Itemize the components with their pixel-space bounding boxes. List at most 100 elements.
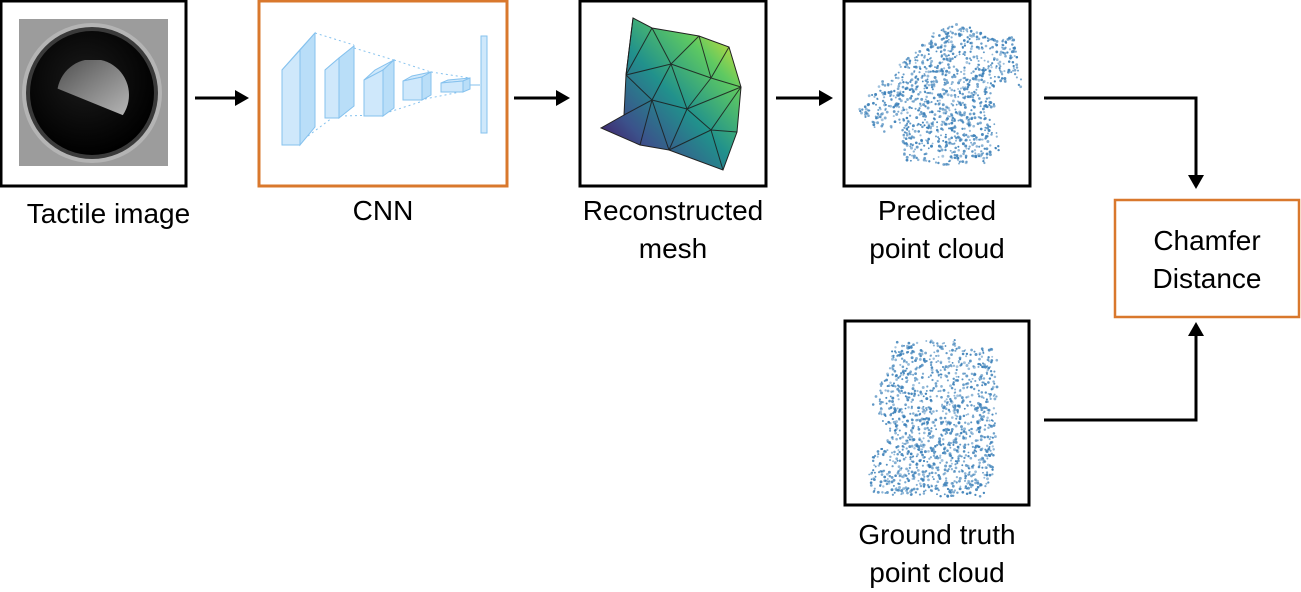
point-cloud-dot <box>929 127 932 130</box>
point-cloud-dot <box>961 350 964 353</box>
point-cloud-dot <box>894 96 897 99</box>
point-cloud-dot <box>950 468 954 471</box>
point-cloud-dot <box>994 66 998 69</box>
point-cloud-dot <box>937 390 940 393</box>
point-cloud-dot <box>948 454 952 457</box>
point-cloud-dot <box>901 420 904 423</box>
point-cloud-dot <box>936 455 939 458</box>
point-cloud-dot <box>988 100 992 104</box>
point-cloud-dot <box>1004 46 1007 49</box>
point-cloud-dot <box>898 97 901 101</box>
point-cloud-dot <box>895 73 898 76</box>
point-cloud-dot <box>990 131 993 134</box>
point-cloud-dot <box>915 145 919 149</box>
point-cloud-dot <box>938 110 941 113</box>
point-cloud-dot <box>918 352 922 356</box>
point-cloud-dot <box>946 93 950 97</box>
point-cloud-dot <box>877 464 880 467</box>
point-cloud-dot <box>920 113 923 116</box>
point-cloud-dot <box>950 129 953 132</box>
point-cloud-dot <box>980 133 984 136</box>
point-cloud-dot <box>940 29 943 32</box>
point-cloud-dot <box>966 422 970 426</box>
point-cloud-dot <box>895 112 899 116</box>
point-cloud-dot <box>977 365 980 368</box>
point-cloud-dot <box>1000 73 1004 76</box>
point-cloud-dot <box>974 154 978 158</box>
point-cloud-dot <box>901 435 905 439</box>
point-cloud-dot <box>906 439 909 442</box>
point-cloud-dot <box>946 81 949 85</box>
point-cloud-dot <box>962 81 966 84</box>
point-cloud-dot <box>981 466 984 469</box>
point-cloud-dot <box>976 439 979 442</box>
point-cloud-dot <box>977 63 980 66</box>
point-cloud-dot <box>947 371 951 375</box>
point-cloud-dot <box>892 484 895 487</box>
point-cloud-dot <box>929 407 933 410</box>
point-cloud-dot <box>978 116 981 119</box>
point-cloud-dot <box>924 152 928 156</box>
point-cloud-dot <box>930 101 933 103</box>
point-cloud-dot <box>877 85 881 88</box>
point-cloud-dot <box>873 487 876 490</box>
point-cloud-dot <box>891 350 894 353</box>
point-cloud-dot <box>890 90 893 93</box>
point-cloud-dot <box>897 376 900 379</box>
point-cloud-dot <box>925 340 928 342</box>
point-cloud-dot <box>916 406 920 410</box>
point-cloud-dot <box>906 477 909 480</box>
point-cloud-dot <box>927 53 930 56</box>
point-cloud-dot <box>880 384 883 388</box>
point-cloud-dot <box>901 79 904 81</box>
point-cloud-dot <box>912 343 915 347</box>
point-cloud-dot <box>989 370 993 373</box>
point-cloud-dot <box>958 162 960 165</box>
point-cloud-dot <box>917 427 921 431</box>
point-cloud-dot <box>954 388 957 391</box>
point-cloud-dot <box>923 450 927 454</box>
point-cloud-dot <box>934 78 938 82</box>
point-cloud-dot <box>924 392 928 396</box>
point-cloud-dot <box>939 45 943 49</box>
point-cloud-dot <box>988 96 991 100</box>
point-cloud-dot <box>956 415 959 418</box>
point-cloud-dot <box>963 407 966 410</box>
point-cloud-dot <box>941 69 944 73</box>
point-cloud-dot <box>931 388 934 391</box>
point-cloud-dot <box>930 427 933 430</box>
point-cloud-dot <box>944 133 947 136</box>
point-cloud-dot <box>920 139 924 143</box>
point-cloud-dot <box>930 412 933 415</box>
point-cloud-dot <box>893 407 897 411</box>
point-cloud-dot <box>909 143 913 146</box>
point-cloud-dot <box>970 380 973 383</box>
point-cloud-dot <box>988 465 991 468</box>
point-cloud-dot <box>981 68 985 72</box>
point-cloud-dot <box>892 105 895 109</box>
point-cloud-dot <box>899 90 902 93</box>
point-cloud-dot <box>995 58 999 62</box>
point-cloud-dot <box>890 83 893 86</box>
point-cloud-dot <box>922 437 925 440</box>
point-cloud-dot <box>974 74 978 78</box>
point-cloud-dot <box>921 121 924 124</box>
point-cloud-dot <box>885 422 888 426</box>
point-cloud-dot <box>911 422 914 425</box>
point-cloud-dot <box>934 103 937 106</box>
point-cloud-dot <box>934 161 938 164</box>
point-cloud-dot <box>961 46 964 49</box>
point-cloud-dot <box>972 35 976 38</box>
point-cloud-dot <box>930 484 933 487</box>
point-cloud-dot <box>932 478 935 481</box>
point-cloud-dot <box>956 445 960 449</box>
point-cloud-dot <box>918 438 921 441</box>
point-cloud-dot <box>917 473 921 476</box>
point-cloud-dot <box>895 378 898 381</box>
point-cloud-dot <box>943 367 946 370</box>
point-cloud-dot <box>897 482 900 485</box>
point-cloud-dot <box>955 417 958 420</box>
point-cloud-dot <box>925 82 929 86</box>
point-cloud-dot <box>978 377 981 380</box>
point-cloud-dot <box>938 477 941 480</box>
